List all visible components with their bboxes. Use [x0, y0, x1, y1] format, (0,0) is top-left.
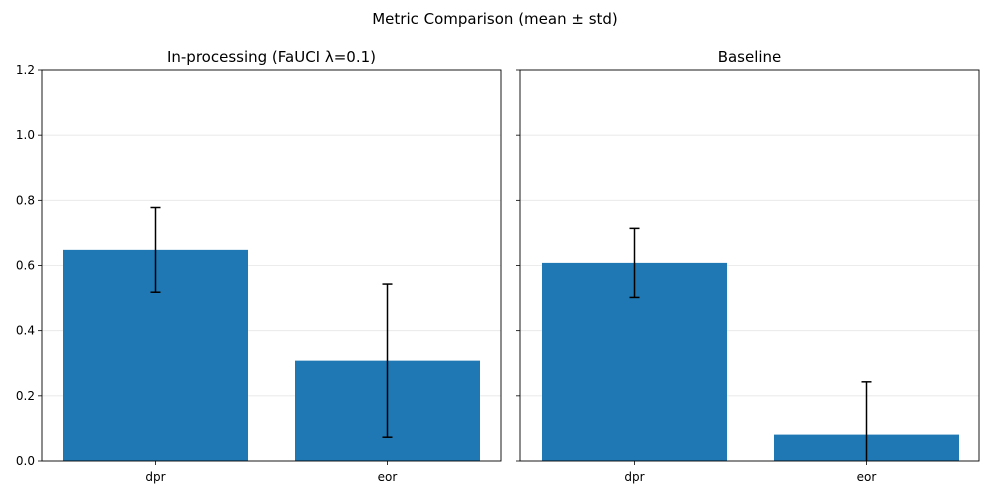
- subplot-title: Baseline: [718, 48, 782, 66]
- y-tick-label: 0.8: [16, 193, 35, 207]
- y-tick-label: 0.6: [16, 259, 35, 273]
- x-tick-label: eor: [378, 470, 398, 484]
- x-tick-label: eor: [857, 470, 877, 484]
- x-tick-label: dpr: [624, 470, 644, 484]
- y-tick-label: 0.0: [16, 454, 35, 468]
- y-tick-label: 0.2: [16, 389, 35, 403]
- figure-title: Metric Comparison (mean ± std): [372, 10, 618, 28]
- axes-frame: [519, 69, 980, 462]
- y-tick-label: 1.0: [16, 128, 35, 142]
- subplots: 0.0 0.2 0.4 0.6 0.8 1.0 1.2 dpr eor In-processing…: [16, 48, 980, 484]
- y-tick-label: 0.4: [16, 324, 35, 338]
- subplot-2: dpr eor Baseline: [516, 48, 980, 484]
- subplot-1: 0.0 0.2 0.4 0.6 0.8 1.0 1.2 dpr eor In-processing…: [16, 48, 502, 484]
- x-tick-label: dpr: [145, 470, 165, 484]
- subplot-title: In-processing (FaUCI λ=0.1): [167, 48, 376, 66]
- axes-frame: [41, 69, 502, 462]
- y-tick-label: 1.2: [16, 63, 35, 77]
